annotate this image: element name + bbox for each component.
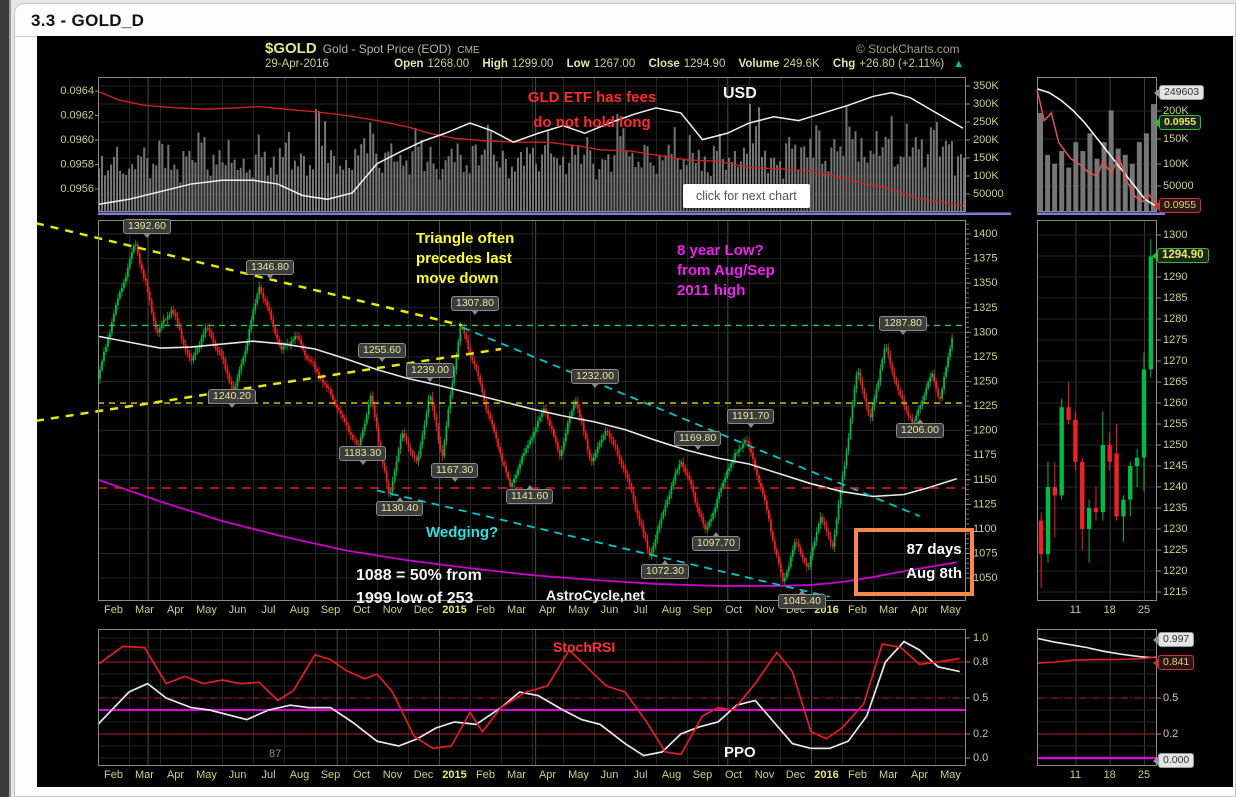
value-tag-zero: 0.000	[1152, 753, 1195, 768]
annotation-triangle: Triangle often precedes last move down	[416, 230, 515, 287]
volume-value: 249.6K	[783, 58, 820, 70]
gold-chart[interactable]: $GOLD Gold - Spot Price (EOD) CME © StockC…	[37, 36, 1233, 787]
price-tag: 1141.60	[506, 485, 554, 504]
change-value: +26.80 (+2.11%)	[859, 58, 945, 70]
value-tag-ratio-low: 0.0955	[1153, 198, 1202, 213]
price-tag: 1072.30	[641, 560, 689, 579]
mini-charts-canvas[interactable]	[1027, 61, 1233, 787]
title-bar: 3.3 - GOLD_D	[15, 4, 1235, 37]
price-tag: 1206.00	[896, 419, 944, 438]
high-label: High	[482, 58, 508, 70]
copyright: © StockCharts.com	[856, 42, 960, 56]
price-tag: 1232.00	[571, 369, 619, 388]
exchange-label: CME	[457, 45, 480, 56]
up-arrow-icon: ▲	[953, 58, 965, 70]
change-label: Chg	[832, 58, 856, 70]
open-value: 1268.00	[427, 58, 470, 70]
annotation-fifty-percent: 1088 = 50% from 1999 low of 253	[356, 567, 482, 607]
price-tag: 1045.40	[778, 590, 826, 609]
window-edge	[0, 0, 11, 797]
value-tag-ratio-high: 0.0955	[1153, 115, 1202, 130]
volume-label: Volume	[738, 58, 780, 70]
annotation-gld-fees: GLD ETF has fees do not hold long	[527, 89, 657, 131]
quote-bar: 29-Apr-2016 Open 1268.00 High 1299.00 Low 1…	[265, 58, 964, 70]
price-tag: 1307.80	[451, 296, 499, 315]
quote-date: 29-Apr-2016	[265, 58, 329, 70]
annotation-wedging: Wedging?	[426, 524, 499, 541]
annotation-box-87-days: 87 days Aug 8th	[854, 528, 974, 596]
ticker-symbol: $GOLD	[265, 40, 317, 57]
value-tag-volume: 249603	[1153, 85, 1205, 100]
annotation-astrocycle: AstroCycle,net	[546, 587, 645, 603]
price-tag: 1239.00	[406, 363, 454, 382]
price-tag: 1097.70	[692, 532, 740, 551]
price-tag: 1167.30	[431, 463, 479, 482]
price-tag: 1392.60	[123, 219, 171, 238]
open-label: Open	[394, 58, 424, 70]
close-label: Close	[648, 58, 680, 70]
high-value: 1299.00	[511, 58, 554, 70]
price-chart-canvas[interactable]	[37, 61, 1017, 787]
price-tag: 1255.60	[358, 343, 406, 362]
annotation-usd: USD	[723, 85, 757, 102]
page-panel: 3.3 - GOLD_D $GOLD Gold - Spot Price (EOD…	[14, 3, 1236, 797]
page-title: 3.3 - GOLD_D	[31, 11, 145, 30]
value-tag-ppo-high: 0.997	[1152, 632, 1195, 647]
price-tag: 1130.40	[376, 497, 424, 516]
price-tag: 1287.80	[879, 316, 927, 335]
low-label: Low	[566, 58, 590, 70]
chart-header: $GOLD Gold - Spot Price (EOD) CME	[265, 40, 480, 57]
annotation-8-year-low: 8 year Low? from Aug/Sep 2011 high	[677, 242, 775, 299]
annotation-87-days-text: 87 days Aug 8th	[906, 541, 962, 582]
close-value: 1294.90	[683, 58, 726, 70]
price-tag: 1191.70	[727, 409, 775, 428]
annotation-ppo: PPO	[724, 744, 756, 761]
value-tag-last-price: 1294.90	[1152, 248, 1209, 263]
annotation-87: 87	[269, 748, 282, 760]
price-tag: 1240.20	[208, 389, 256, 408]
price-tag: 1183.30	[339, 446, 387, 465]
low-value: 1267.00	[593, 58, 636, 70]
value-tag-stochrsi: 0.841	[1152, 655, 1195, 670]
price-tag: 1346.80	[246, 260, 294, 279]
security-name: Gold - Spot Price (EOD)	[322, 42, 452, 56]
price-tag: 1169.80	[674, 431, 722, 450]
next-chart-button[interactable]: click for next chart	[683, 184, 810, 208]
annotation-stochrsi: StochRSI	[553, 639, 616, 655]
